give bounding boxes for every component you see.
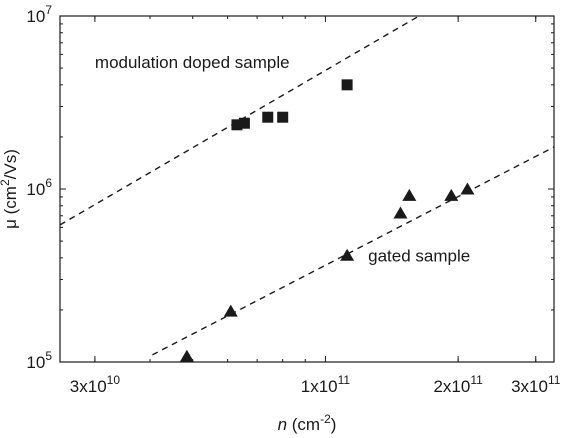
triangle-marker — [460, 182, 475, 195]
x-tick-label: 1x1011 — [301, 373, 351, 396]
x-tick-mantissa: 2x10 — [433, 377, 470, 396]
y-tick-label: 107 — [26, 3, 52, 26]
triangle-marker — [223, 304, 238, 317]
x-tick-mantissa: 3x10 — [511, 377, 548, 396]
y-tick-exponent: 7 — [45, 3, 52, 17]
square-marker — [231, 119, 243, 131]
data-markers — [179, 79, 475, 362]
y-tick-label: 106 — [26, 176, 52, 199]
x-tick-exponent: 11 — [548, 373, 561, 387]
y-axis-unit-close: /Vs) — [1, 149, 20, 179]
y-axis-unit-exponent: 2 — [0, 179, 12, 186]
y-axis-variable: μ — [1, 219, 20, 229]
series-annotations: modulation doped sample gated sample — [95, 53, 470, 266]
x-tick-label: 2x1011 — [433, 373, 483, 396]
y-tick-exponent: 5 — [45, 349, 52, 363]
triangle-marker — [340, 248, 355, 261]
x-tick-exponent: 11 — [470, 373, 483, 387]
square-marker — [277, 111, 289, 123]
series-annotation: modulation doped sample — [95, 53, 290, 72]
x-tick-mantissa: 3x10 — [70, 377, 107, 396]
fit-lines — [59, 15, 555, 356]
y-axis-label: μ (cm2/Vs) — [0, 149, 20, 229]
y-tick-label: 105 — [26, 349, 52, 372]
x-axis-unit: (cm — [287, 415, 320, 434]
x-tick-label: 3x1011 — [511, 373, 561, 396]
triangle-marker — [179, 349, 194, 362]
series-annotation: gated sample — [368, 247, 470, 266]
y-tick-mantissa: 10 — [26, 353, 45, 372]
x-tick-mantissa: 1x10 — [301, 377, 338, 396]
x-axis-variable: n — [278, 415, 287, 434]
fit-line-series-1 — [152, 146, 555, 356]
y-tick-exponent: 6 — [45, 176, 52, 190]
y-tick-mantissa: 10 — [26, 7, 45, 26]
square-marker — [238, 117, 250, 129]
x-tick-exponent: 10 — [107, 373, 121, 387]
triangle-marker — [444, 188, 459, 201]
x-axis-unit-close: ) — [331, 415, 337, 434]
fit-line-series-0 — [59, 15, 420, 226]
y-tick-mantissa: 10 — [26, 180, 45, 199]
x-axis-label: n (cm-2) — [278, 412, 337, 434]
square-marker — [341, 79, 353, 91]
x-tick-label: 3x1010 — [70, 373, 121, 396]
x-axis-unit-exponent: -2 — [320, 412, 331, 426]
square-marker — [262, 111, 274, 123]
y-axis-unit: (cm — [1, 186, 20, 219]
x-tick-exponent: 11 — [338, 373, 351, 387]
triangle-marker — [402, 188, 417, 201]
triangle-marker — [393, 206, 408, 219]
